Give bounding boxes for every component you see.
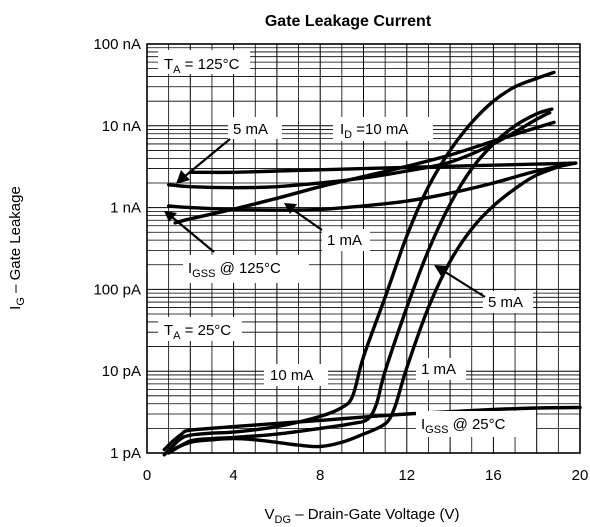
label-bg-5ma-top bbox=[228, 117, 282, 139]
x-tick-label: 0 bbox=[143, 467, 151, 484]
arrowhead-5ma-bot bbox=[434, 265, 447, 276]
arrowhead-5ma-top bbox=[176, 170, 190, 184]
curves bbox=[162, 70, 582, 457]
y-tick-label: 10 pA bbox=[102, 363, 141, 380]
curve-1ma-125c bbox=[167, 161, 578, 212]
annotation-ta-25c: TA = 25°C bbox=[164, 322, 231, 342]
plot-frame bbox=[146, 43, 581, 454]
y-tick-label: 1 nA bbox=[110, 200, 141, 217]
y-tick-labels: 1 pA 10 pA 100 pA 1 nA 10 nA 100 nA bbox=[93, 36, 141, 462]
label-bg-10ma-bot bbox=[264, 364, 328, 386]
arrow-1ma-top bbox=[291, 208, 323, 231]
label-bg-ta125 bbox=[158, 50, 250, 74]
annotation-igss-125c: IGSS @ 125°C bbox=[188, 260, 281, 280]
arrow-5ma-top bbox=[183, 138, 231, 178]
annotation-igss-25c: IGSS @ 25°C bbox=[421, 416, 506, 436]
x-tick-label: 16 bbox=[485, 467, 502, 484]
curve-igss-125c bbox=[188, 161, 578, 175]
y-tick-label: 100 pA bbox=[93, 281, 141, 298]
y-axis-label: IG – Gate Leakage bbox=[7, 186, 27, 310]
annotation-1ma-bottom: 1 mA bbox=[421, 361, 456, 378]
curve-1ma-25c bbox=[167, 161, 571, 453]
chart-title: Gate Leakage Current bbox=[265, 13, 432, 30]
x-axis-label: VDG – Drain-Gate Voltage (V) bbox=[265, 506, 460, 526]
y-tick-label: 100 nA bbox=[93, 36, 141, 53]
x-tick-labels: 0 4 8 12 16 20 bbox=[143, 467, 589, 484]
y-tick-label: 10 nA bbox=[102, 118, 141, 135]
arrow-igss125 bbox=[171, 216, 215, 253]
annotation-ta-125c: TA = 125°C bbox=[164, 56, 240, 76]
curve-10ma-25c bbox=[162, 70, 556, 457]
annotation-id-10ma: ID =10 mA bbox=[340, 121, 408, 141]
label-bg-ta25 bbox=[158, 317, 242, 341]
label-bg-1ma-bot bbox=[416, 358, 466, 380]
curve-igss-25c bbox=[162, 405, 582, 452]
annotation-5ma-bottom: 5 mA bbox=[488, 294, 523, 311]
arrowhead-1ma-top bbox=[284, 203, 297, 214]
annotation-5ma-top: 5 mA bbox=[233, 121, 268, 138]
annotation-arrows bbox=[164, 138, 486, 298]
y-tick-label: 1 pA bbox=[110, 445, 141, 462]
label-bg-igss25 bbox=[416, 411, 536, 437]
x-tick-label: 20 bbox=[572, 467, 589, 484]
x-tick-label: 4 bbox=[229, 467, 237, 484]
annotation-1ma-top: 1 mA bbox=[327, 232, 362, 249]
label-bg-igss125 bbox=[183, 255, 309, 283]
arrow-5ma-bot bbox=[441, 269, 486, 298]
label-bg-5ma-bot bbox=[483, 291, 533, 313]
label-bg-id10 bbox=[333, 117, 433, 141]
x-tick-label: 12 bbox=[398, 467, 415, 484]
x-tick-label: 8 bbox=[316, 467, 324, 484]
arrowhead-igss125 bbox=[164, 211, 177, 222]
annotation-10ma-bottom: 10 mA bbox=[270, 367, 313, 384]
label-bg-1ma-top bbox=[322, 229, 370, 251]
curve-10ma-125c bbox=[173, 120, 556, 225]
